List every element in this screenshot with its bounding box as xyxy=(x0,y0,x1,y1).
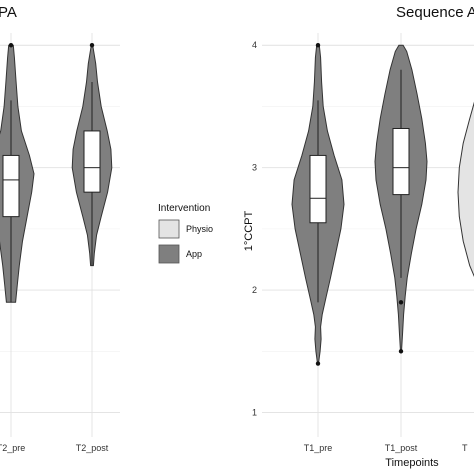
legend-key-app xyxy=(158,244,180,264)
outlier-point xyxy=(398,300,404,305)
left-marks xyxy=(0,43,113,303)
box-iqr xyxy=(309,154,327,224)
left-panel: PA T2_pre T2_post xyxy=(0,4,120,453)
legend-key-physio xyxy=(158,219,180,239)
outlier-point xyxy=(8,43,14,48)
box-iqr xyxy=(2,154,20,218)
violin-T-physio xyxy=(457,101,474,278)
legend: Intervention Physio App xyxy=(158,203,213,264)
outlier-point xyxy=(315,361,321,366)
legend-label-app: App xyxy=(186,249,202,259)
x-tick-label: T2_post xyxy=(76,443,109,453)
right-grid xyxy=(262,33,474,437)
x-tick-label: T2_pre xyxy=(0,443,25,453)
y-tick-label: 1 xyxy=(252,408,257,418)
box-iqr xyxy=(83,130,101,193)
x-tick-label: T1_post xyxy=(385,443,418,453)
outlier-point xyxy=(398,349,404,354)
x-axis-title: Timepoints xyxy=(385,457,439,469)
legend-title: Intervention xyxy=(158,203,210,214)
y-axis-title: 1°CCPT xyxy=(243,210,255,251)
x-tick-label: T1_pre xyxy=(304,443,333,453)
right-panel-title: Sequence A xyxy=(396,4,474,21)
left-panel-title: PA xyxy=(0,4,17,21)
right-marks xyxy=(291,43,474,366)
legend-label-physio: Physio xyxy=(186,224,213,234)
x-tick-label: T xyxy=(462,443,468,453)
outlier-point xyxy=(315,43,321,48)
outlier-point xyxy=(89,43,95,48)
box-iqr xyxy=(392,127,410,196)
right-panel: Sequence A 1°CCPT 1 2 3 4 T1_pre T1_post… xyxy=(243,4,474,469)
y-tick-label: 2 xyxy=(252,285,257,295)
y-tick-label: 4 xyxy=(252,40,257,50)
y-tick-label: 3 xyxy=(252,163,257,173)
